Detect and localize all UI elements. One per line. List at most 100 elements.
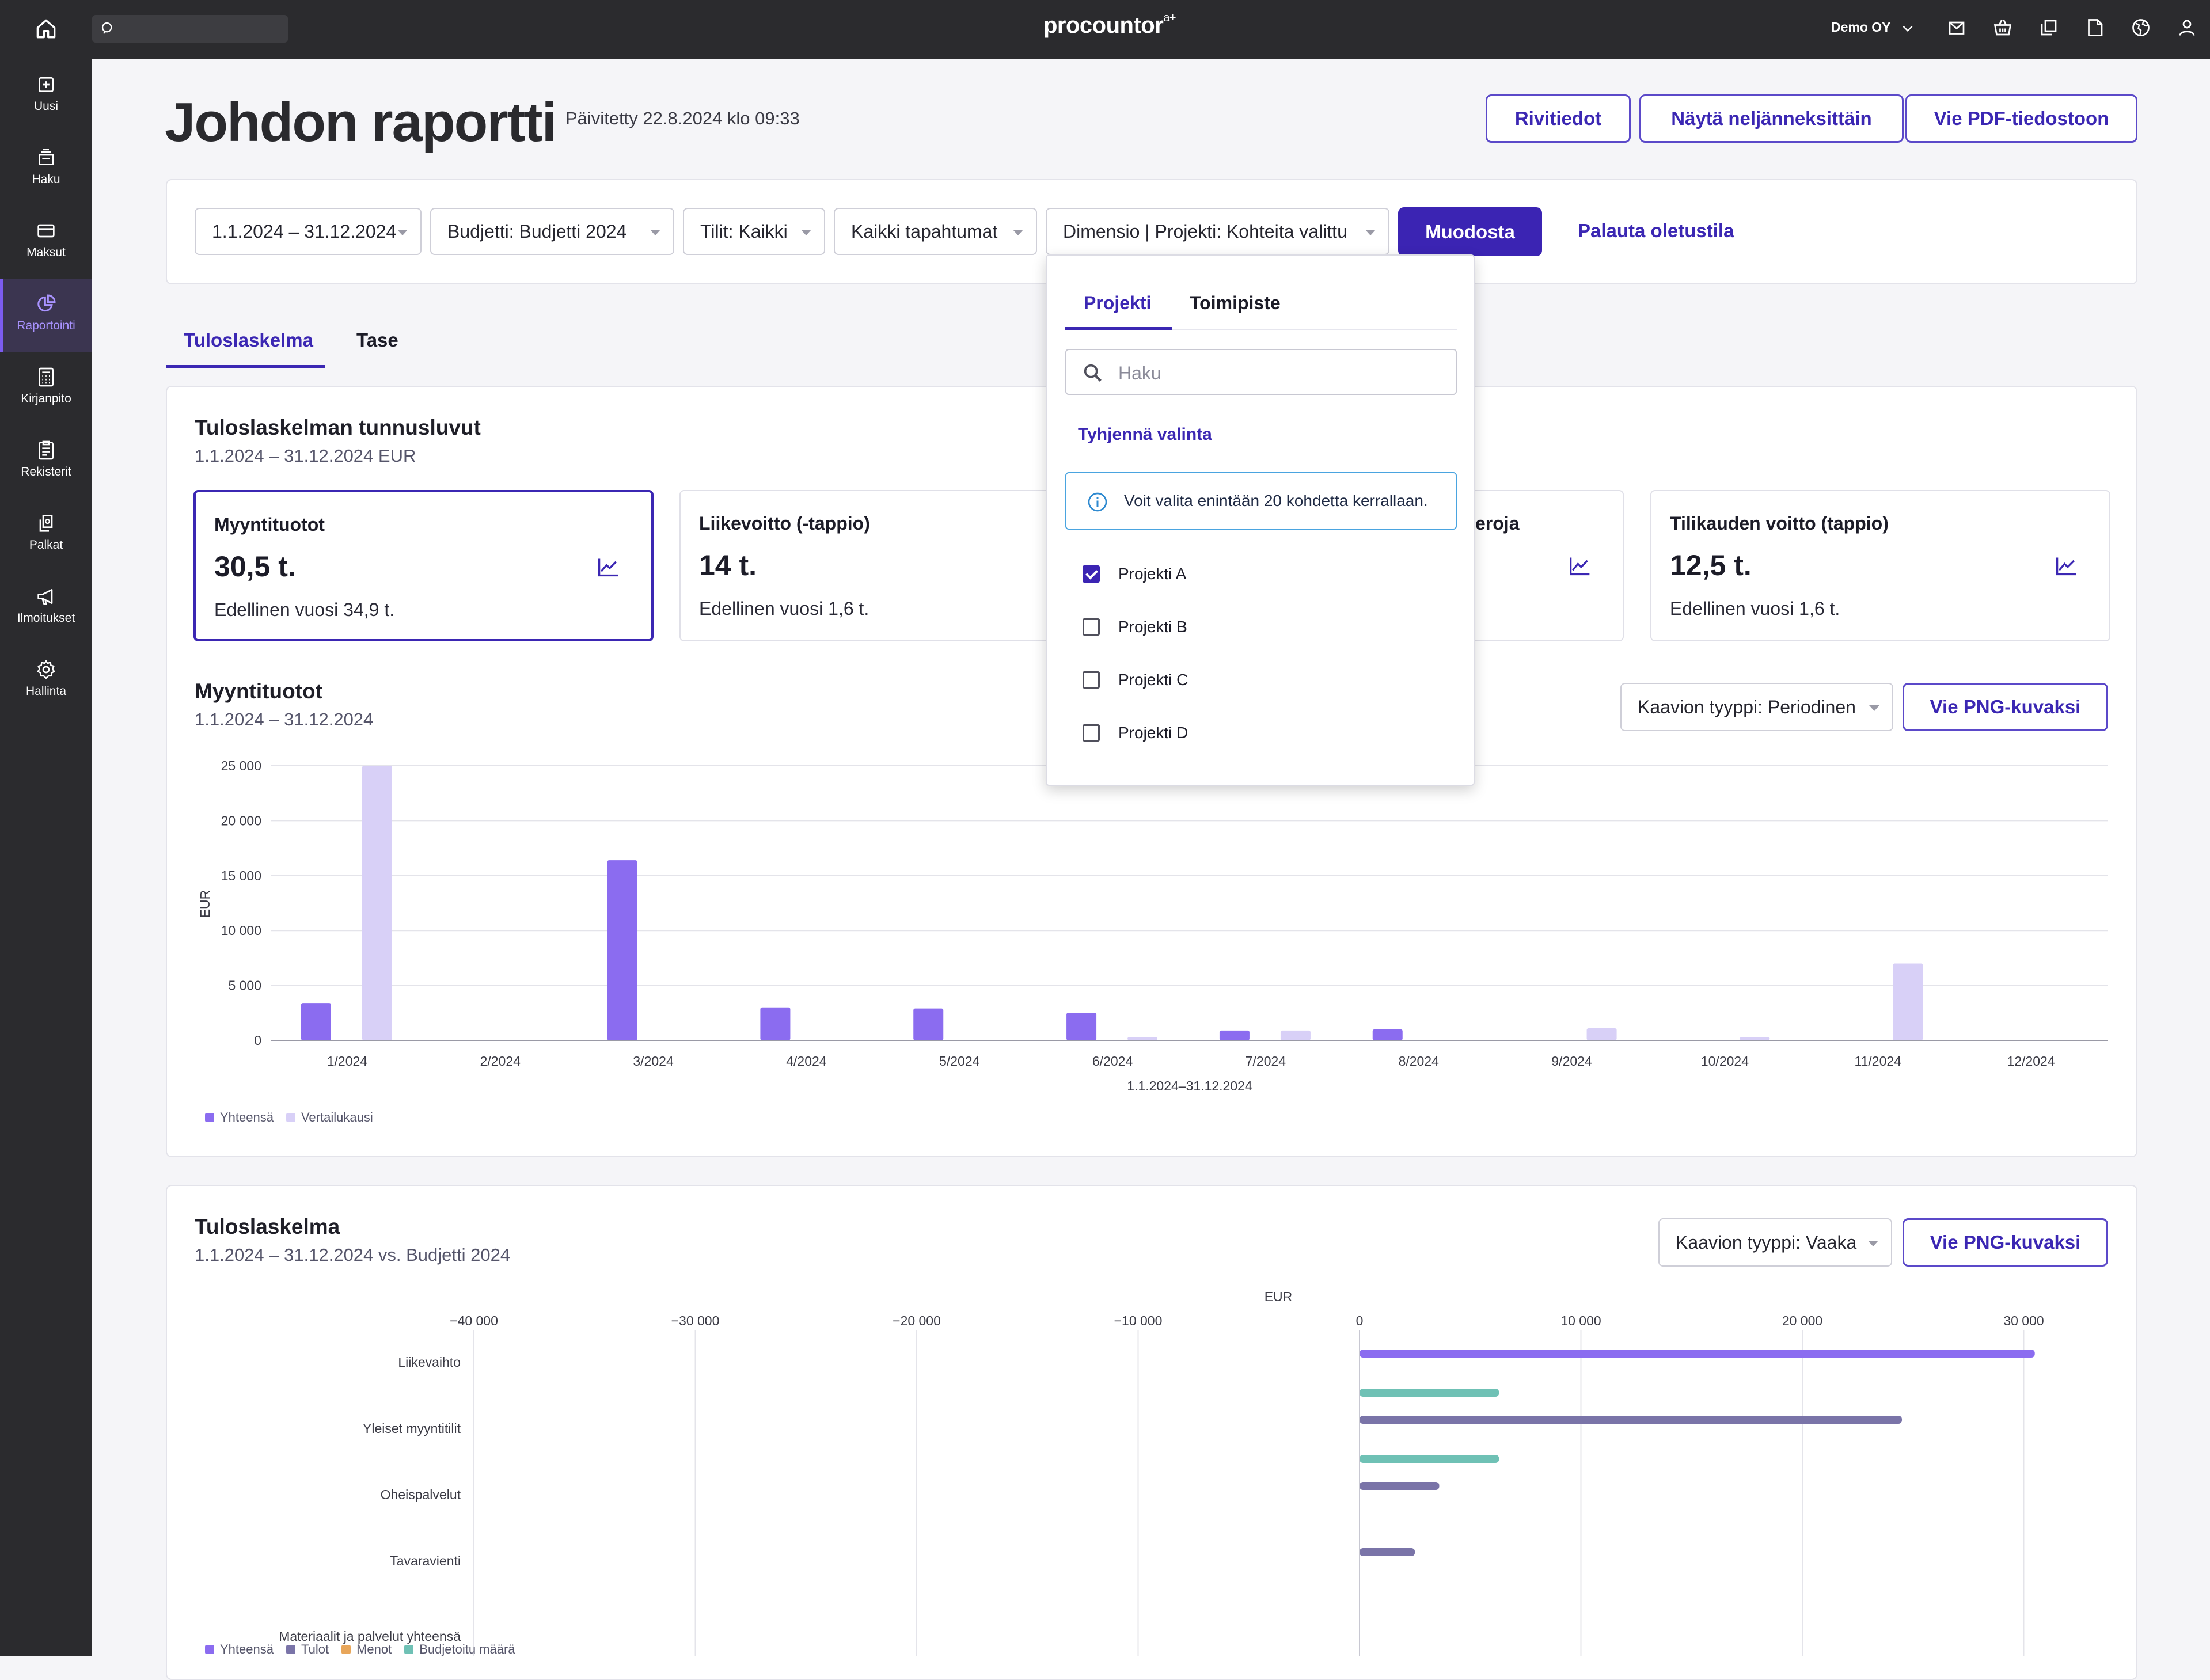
trend-chart-icon[interactable] [1567,554,1593,577]
pl-chart-legend: Yhteensä Tulot Menot Budjetoitu määrä [205,1642,528,1657]
legend-item[interactable]: Vertailukausi [286,1110,373,1125]
tab-tuloslaskelma[interactable]: Tuloslaskelma [184,329,313,351]
legend-label: Tulot [301,1642,329,1656]
revenue-chart-legend: Yhteensä Vertailukausi [205,1110,386,1125]
trend-chart-icon[interactable] [2054,554,2079,577]
card-icon [35,219,58,242]
bar-total[interactable] [760,1007,791,1040]
y-tick-label: 0 [254,1033,261,1048]
y-tick-label: 20 000 [221,813,261,828]
brand-logo[interactable]: procountora+ [1043,12,1176,38]
accounts-filter[interactable]: Tilit: Kaikki [683,208,825,255]
legend-item[interactable]: Yhteensä [205,1642,274,1657]
checkbox[interactable] [1083,671,1100,689]
sidebar-item-label: Ilmoitukset [17,611,75,625]
x-tick-label: 20 000 [1782,1313,1822,1328]
bar-total[interactable] [1372,1029,1403,1040]
chart-type-select[interactable]: Kaavion tyyppi: Periodinen [1620,683,1893,731]
bar-comparison[interactable] [1586,1028,1617,1040]
bar-total[interactable] [913,1008,944,1040]
megaphone-icon [35,585,58,608]
bar-budget[interactable] [1360,1455,1499,1463]
bar-comparison[interactable] [1740,1037,1770,1040]
bar-income[interactable] [1360,1548,1415,1556]
pl-horizontal-bar-chart: −40 000 −30 000 −20 000 −10 000 0 10 000 20 00… [279,1289,2044,1656]
bar-income[interactable] [1360,1416,1903,1424]
globe-icon[interactable] [2131,17,2151,38]
generate-button[interactable]: Muodosta [1398,207,1542,256]
global-search-input[interactable] [92,15,288,43]
bar-comparison[interactable] [1893,963,1923,1040]
document-icon[interactable] [2084,17,2105,38]
bar-comparison[interactable] [1280,1030,1311,1040]
chevron-down-icon[interactable] [1900,21,1915,36]
clear-selection-link[interactable]: Tyhjennä valinta [1078,425,1212,444]
pl-chart-type-select[interactable]: Kaavion tyyppi: Vaaka [1658,1218,1892,1267]
bar-total[interactable] [1066,1013,1097,1040]
bar-comparison[interactable] [1127,1037,1158,1040]
kpi-card-revenue[interactable]: Myyntituotot 30,5 t. Edellinen vuosi 34,… [193,490,654,641]
dimension-filter[interactable]: Dimensio | Projekti: Kohteita valittu [1046,208,1389,255]
export-png-button[interactable]: Vie PNG-kuvaksi [1903,683,2108,731]
legend-item[interactable]: Tulot [286,1642,329,1657]
show-quarterly-button[interactable]: Näytä neljänneksittäin [1639,94,1904,143]
bar-budget[interactable] [1360,1389,1499,1397]
option-label: Projekti B [1118,618,1187,636]
tab-tase[interactable]: Tase [356,329,398,351]
chart-type-select-label: Kaavion tyyppi: Periodinen [1638,696,1856,717]
legend-swatch [286,1113,295,1122]
legend-swatch [286,1645,295,1654]
sidebar-item-ilmoitukset[interactable]: Ilmoitukset [0,571,92,644]
bar-total[interactable] [301,1003,331,1040]
calculator-icon [35,366,58,389]
option-projekti-b[interactable]: Projekti B [1083,613,1187,641]
category-label: Liikevaihto [398,1355,461,1370]
windows-icon[interactable] [2038,17,2059,38]
checkbox[interactable] [1083,724,1100,742]
legend-item[interactable]: Yhteensä [205,1110,274,1125]
bar-comparison[interactable] [362,766,392,1040]
sidebar-item-label: Palkat [29,538,63,552]
tab-projekti[interactable]: Projekti [1084,292,1152,313]
sidebar-item-haku[interactable]: Haku [0,132,92,206]
sidebar-item-maksut[interactable]: Maksut [0,206,92,279]
caret-down-icon [1868,1241,1878,1246]
period-filter-label: 1.1.2024 – 31.12.2024 [212,221,397,242]
sidebar-item-uusi[interactable]: Uusi [0,59,92,132]
checkbox-checked[interactable] [1083,565,1100,583]
bar-total[interactable] [1219,1030,1250,1040]
pl-export-png-button[interactable]: Vie PNG-kuvaksi [1903,1218,2108,1267]
budget-filter[interactable]: Budjetti: Budjetti 2024 [430,208,674,255]
tab-toimipiste[interactable]: Toimipiste [1190,292,1281,313]
trend-chart-icon[interactable] [596,556,621,579]
sidebar-item-raportointi[interactable]: Raportointi [0,279,92,352]
kpi-card-net-profit[interactable]: Tilikauden voitto (tappio) 12,5 t. Edell… [1650,490,2110,641]
legend-item[interactable]: Budjetoitu määrä [404,1642,515,1657]
sidebar-item-palkat[interactable]: Palkat [0,498,92,571]
sidebar-item-label: Maksut [26,246,66,259]
home-icon[interactable] [33,16,59,41]
option-projekti-c[interactable]: Projekti C [1083,666,1188,694]
sidebar-item-kirjanpito[interactable]: Kirjanpito [0,352,92,425]
checkbox[interactable] [1083,618,1100,636]
option-projekti-d[interactable]: Projekti D [1083,719,1188,747]
dimension-search-input[interactable]: Haku [1065,349,1457,395]
mail-icon[interactable] [1946,17,1967,38]
pl-chart-title: Tuloslaskelma [195,1215,340,1238]
legend-label: Budjetoitu määrä [419,1642,515,1656]
bar-income[interactable] [1360,1482,1440,1490]
bar-total[interactable] [607,860,637,1040]
row-details-button[interactable]: Rivitiedot [1486,94,1631,143]
export-pdf-button[interactable]: Vie PDF-tiedostoon [1905,94,2137,143]
basket-icon[interactable] [1992,17,2013,38]
reset-defaults-link[interactable]: Palauta oletustila [1578,220,1734,241]
bar-total[interactable] [1360,1350,2035,1358]
sidebar-item-rekisterit[interactable]: Rekisterit [0,425,92,498]
events-filter[interactable]: Kaikki tapahtumat [834,208,1037,255]
option-projekti-a[interactable]: Projekti A [1083,560,1186,588]
sidebar-item-hallinta[interactable]: Hallinta [0,644,92,717]
company-selector[interactable]: Demo OY [1831,20,1891,35]
legend-item[interactable]: Menot [341,1642,392,1657]
user-icon[interactable] [2177,17,2197,38]
period-filter[interactable]: 1.1.2024 – 31.12.2024 [195,208,422,255]
